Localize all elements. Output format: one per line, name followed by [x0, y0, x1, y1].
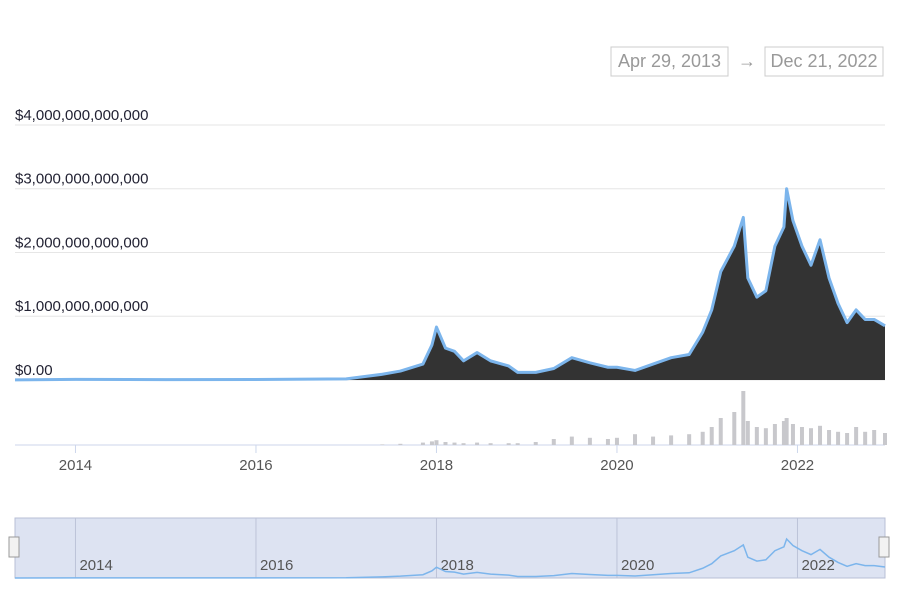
navigator-tick-label: 2020: [621, 557, 654, 574]
range-end[interactable]: Dec 21, 2022: [770, 51, 877, 71]
volume-bar: [398, 443, 403, 445]
volume-bar: [475, 442, 480, 445]
x-tick-label: 2020: [600, 457, 633, 474]
x-tick-label: 2022: [781, 457, 814, 474]
volume-bar: [836, 431, 841, 445]
x-tick-label: 2018: [420, 457, 453, 474]
y-tick-label: $4,000,000,000,000: [15, 107, 148, 124]
x-tick-label: 2016: [239, 457, 272, 474]
volume-bar: [718, 418, 723, 445]
volume-bar: [488, 443, 493, 445]
volume-bar: [587, 437, 592, 445]
volume-bar: [420, 442, 425, 445]
y-tick-label: $2,000,000,000,000: [15, 234, 148, 251]
line: [14, 187, 886, 382]
volume-bar: [434, 440, 439, 445]
volume-bar: [732, 412, 737, 445]
volume-bar: [745, 421, 750, 445]
volume-bar: [633, 434, 638, 445]
volume-bar: [790, 424, 795, 445]
volume-bar: [741, 391, 746, 445]
navigator-handle-right[interactable]: [878, 536, 890, 558]
range-separator: →: [738, 51, 756, 71]
volume-bar: [452, 442, 457, 445]
volume-bar: [429, 441, 434, 445]
range-start[interactable]: Apr 29, 2013: [618, 51, 721, 71]
range-start-box[interactable]: [610, 46, 729, 77]
volume-bar: [845, 433, 850, 445]
volume-bar: [533, 442, 538, 445]
volume-bar: [808, 428, 813, 445]
volume-bar: [772, 424, 777, 445]
volume-bar: [443, 442, 448, 445]
navigator-handle-left[interactable]: [8, 536, 20, 558]
volume-bar: [754, 427, 759, 445]
volume-bar: [569, 436, 574, 445]
navigator-line: [14, 537, 886, 579]
volume-bar: [605, 439, 610, 445]
volume-bar: [461, 443, 466, 445]
volume-bar: [784, 418, 789, 445]
volume-bar: [883, 433, 887, 445]
volume-bar: [799, 427, 804, 445]
area: [15, 188, 885, 380]
navigator-tick-label: 2022: [801, 557, 834, 574]
y-tick-label: $0.00: [15, 362, 53, 379]
volume-bar: [863, 431, 868, 445]
range-end-box[interactable]: [764, 46, 884, 77]
volume-bar: [551, 439, 556, 445]
volume-bar: [515, 443, 520, 445]
volume-bar: [818, 425, 823, 445]
y-tick-label: $3,000,000,000,000: [15, 171, 148, 188]
volume-bar: [380, 444, 385, 445]
volume-bar: [872, 430, 877, 445]
y-tick-label: $1,000,000,000,000: [15, 298, 148, 315]
volume-bar: [827, 430, 832, 445]
volume-bar: [669, 435, 674, 445]
volume-bar: [687, 434, 692, 445]
volume-bar: [614, 437, 619, 445]
navigator-tick-label: 2018: [440, 557, 473, 574]
volume-bar: [709, 427, 714, 445]
navigator-tick-label: 2014: [79, 557, 112, 574]
volume-bar: [651, 436, 656, 445]
navigator-tick-label: 2016: [260, 557, 293, 574]
volume-bar: [700, 431, 705, 445]
volume-bar: [781, 421, 786, 445]
x-tick-label: 2014: [59, 457, 92, 474]
volume-bar: [854, 427, 859, 445]
volume-bar: [763, 428, 768, 445]
volume-bar: [506, 443, 511, 445]
navigator[interactable]: [14, 517, 886, 579]
